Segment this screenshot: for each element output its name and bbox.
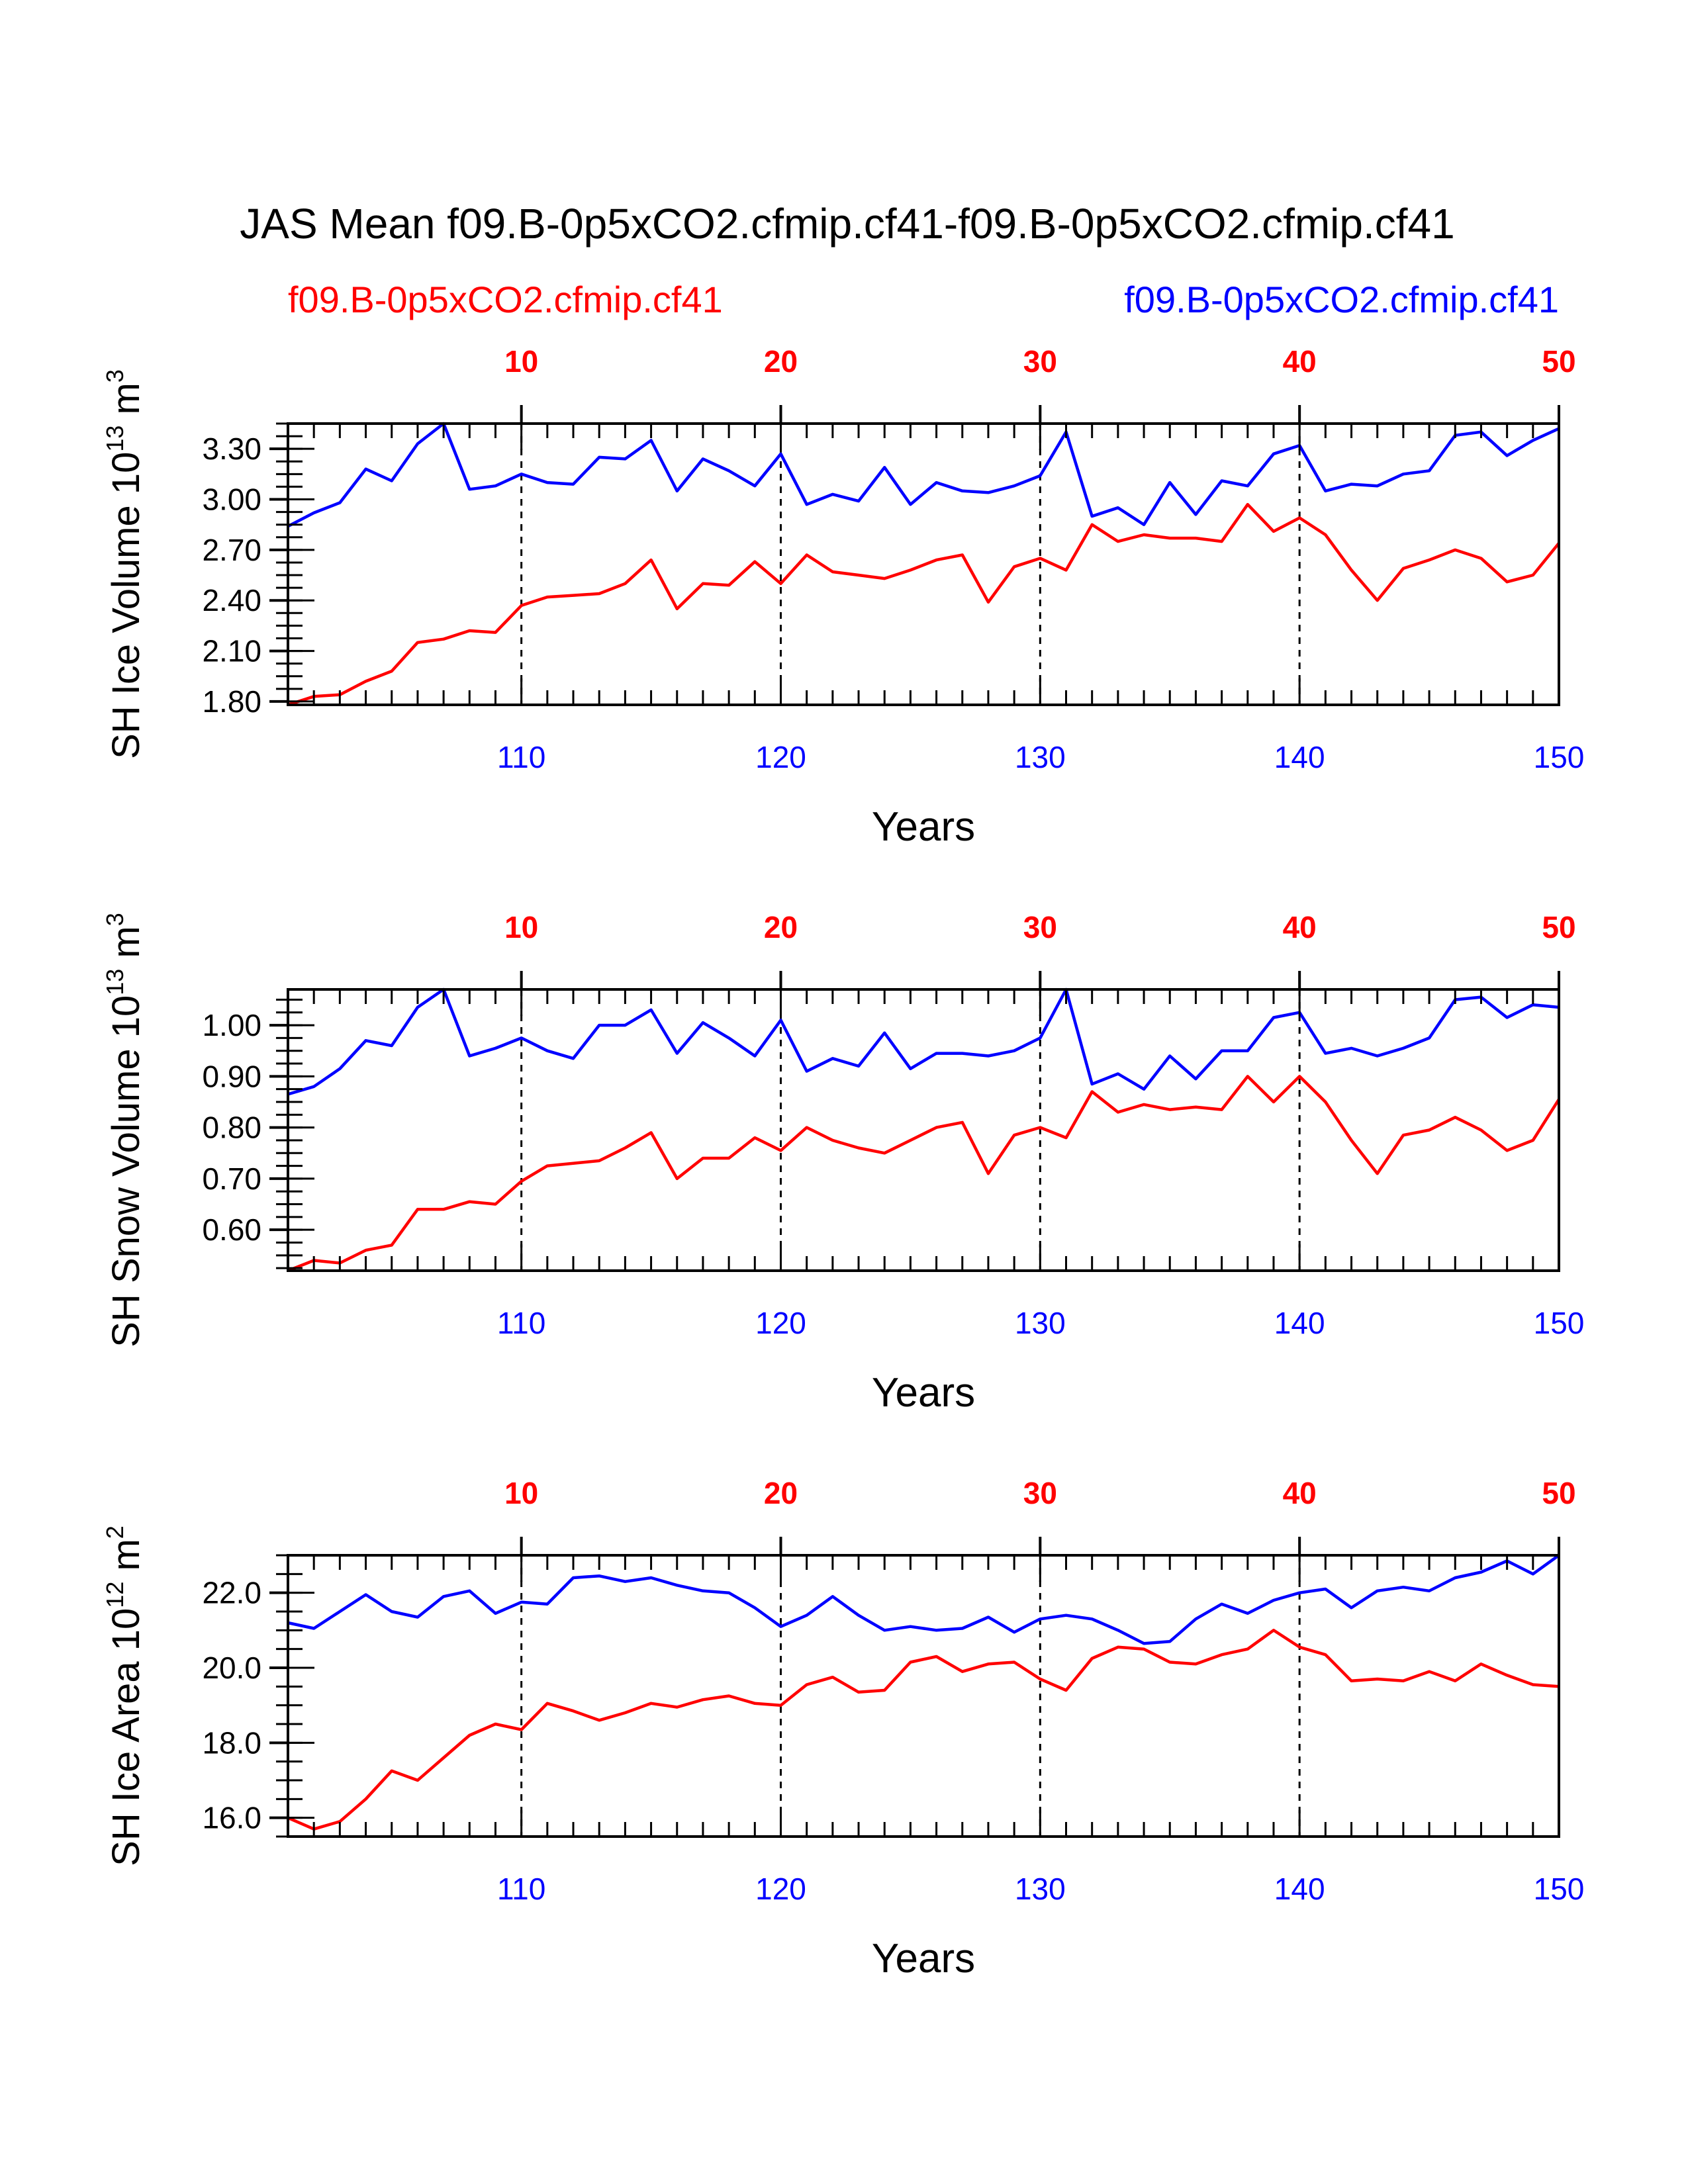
legend-blue-label: f09.B-0p5xCO2.cfmip.cf41 [1124,279,1559,320]
y-axis-title-part: m [105,1539,148,1581]
x-tick-label-top: 50 [1542,910,1575,944]
legend-red-label: f09.B-0p5xCO2.cfmip.cf41 [288,279,723,320]
x-tick-label-bottom: 110 [497,1872,545,1906]
x-tick-label-top: 10 [504,910,538,944]
y-axis-title-part: 13 [101,426,128,452]
x-tick-label-top: 10 [504,1476,538,1510]
x-tick-label-bottom: 150 [1534,1872,1585,1906]
y-axis-title-part: m [105,383,148,425]
x-tick-label-bottom: 150 [1534,1306,1585,1340]
x-axis-title: Years [872,1370,975,1416]
y-tick-label: 0.60 [202,1212,261,1247]
series-line-blue [287,1554,1560,1645]
y-tick-label: 0.90 [202,1059,261,1093]
chart-panels: 110 120 130 140 150 10 20 30 40 50 1.80 2.10 2.40 2.7… [101,344,1584,1981]
panel-3: 110 120 130 140 150 10 20 30 40 50 16.0 18.0 20.0 22.… [101,1476,1584,1981]
y-tick-label: 2.10 [202,634,261,668]
y-tick-label: 20.0 [202,1651,261,1685]
x-tick-label-top: 40 [1283,910,1317,944]
x-tick-label-bottom: 140 [1274,1872,1325,1906]
x-tick-label-top: 50 [1542,344,1575,379]
panel-2: 110 120 130 140 150 10 20 30 40 50 0.60 0.70 0.80 0.9… [101,910,1584,1416]
y-tick-label: 3.30 [202,432,261,466]
y-axis-title-part: m [105,926,148,968]
x-axis-title: Years [872,1936,975,1981]
y-axis-title: SH Snow Volume 1013 m3 [101,913,148,1347]
series-line-blue [287,422,1560,528]
series-line-red [287,1075,1560,1273]
y-axis-title: SH Ice Area 1012 m2 [101,1525,148,1866]
y-axis-title: SH Ice Volume 1013 m3 [101,369,148,759]
plot-frame [287,1554,1560,1838]
y-axis-title-part: 2 [101,1525,128,1539]
y-tick-label: 16.0 [202,1801,261,1835]
y-tick-label: 2.70 [202,533,261,567]
panel-1: 110 120 130 140 150 10 20 30 40 50 1.80 2.10 2.40 2.7… [101,344,1584,850]
x-tick-label-top: 20 [764,1476,798,1510]
series-line-red [287,1629,1560,1831]
y-tick-label: 1.80 [202,684,261,719]
y-axis-title-part: 3 [101,369,128,383]
y-axis-title-part: SH Ice Volume 10 [105,452,148,759]
y-axis-title-part: 13 [101,969,128,995]
x-tick-label-bottom: 140 [1274,740,1325,774]
y-tick-label: 0.80 [202,1111,261,1145]
y-axis-title-part: SH Snow Volume 10 [105,995,148,1347]
x-tick-label-bottom: 120 [755,1872,806,1906]
y-tick-label: 0.70 [202,1161,261,1196]
x-tick-label-top: 30 [1023,1476,1057,1510]
x-tick-label-top: 40 [1283,344,1317,379]
x-tick-label-bottom: 130 [1015,740,1066,774]
x-tick-label-bottom: 120 [755,1306,806,1340]
series-line-blue [287,987,1560,1096]
x-axis-title: Years [872,804,975,850]
chart-title: JAS Mean f09.B-0p5xCO2.cfmip.cf41-f09.B-… [240,200,1454,248]
y-axis-title-part: 3 [101,913,128,926]
y-tick-label: 2.40 [202,583,261,617]
x-tick-label-top: 20 [764,910,798,944]
y-tick-label: 1.00 [202,1008,261,1042]
x-tick-label-bottom: 130 [1015,1872,1066,1906]
y-axis-title-part: SH Ice Area 10 [105,1608,148,1866]
y-tick-label: 22.0 [202,1576,261,1610]
x-tick-label-top: 10 [504,344,538,379]
x-tick-label-bottom: 110 [497,1306,545,1340]
x-tick-label-top: 30 [1023,344,1057,379]
x-tick-label-bottom: 120 [755,740,806,774]
x-tick-label-top: 30 [1023,910,1057,944]
x-tick-label-bottom: 140 [1274,1306,1325,1340]
x-tick-label-bottom: 150 [1534,740,1585,774]
x-tick-label-top: 40 [1283,1476,1317,1510]
x-tick-label-top: 50 [1542,1476,1575,1510]
y-tick-label: 3.00 [202,482,261,517]
plot-frame [287,422,1560,706]
y-axis-title-part: 12 [101,1582,128,1608]
series-line-red [287,502,1560,707]
x-tick-label-bottom: 110 [497,740,545,774]
x-tick-label-bottom: 130 [1015,1306,1066,1340]
x-tick-label-top: 20 [764,344,798,379]
plot-frame [287,988,1560,1272]
y-tick-label: 18.0 [202,1725,261,1760]
